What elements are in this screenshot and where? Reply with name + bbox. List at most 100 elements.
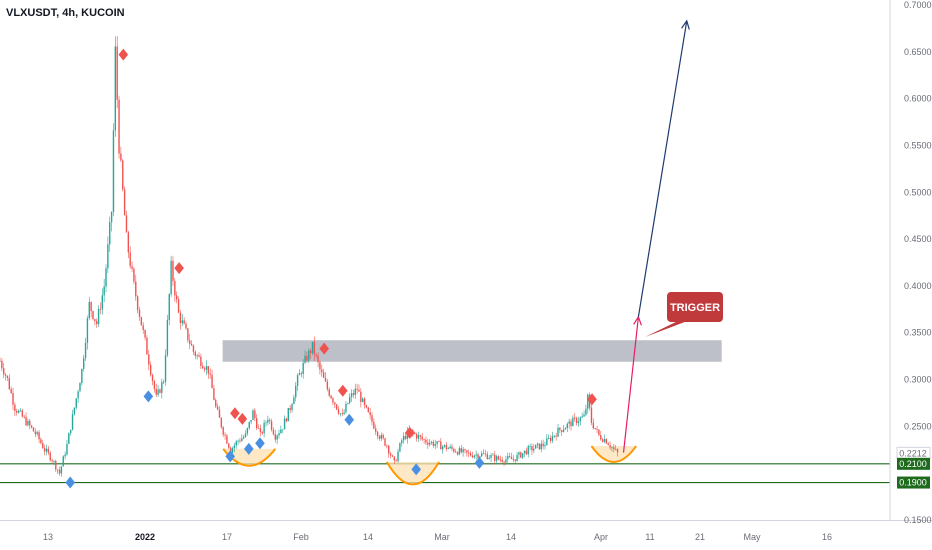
rounded-bottom-layer [222,445,637,486]
candlestick-series [0,36,619,477]
x-tick-label: 2022 [135,532,155,542]
candle-body [179,312,182,323]
candle-body [443,444,446,447]
candle-body [600,435,602,440]
candle-body [510,456,513,460]
y-tick-label: 0.5500 [904,140,932,150]
candle-body [133,268,135,282]
candle-body [198,355,200,357]
candle-body [428,442,431,445]
candle-body [4,374,7,376]
candle-body [328,389,330,396]
trough-marker [474,456,485,469]
candle-body [216,406,219,410]
candle-body [337,409,340,414]
candle-body [129,252,131,267]
peak-marker [230,407,240,420]
x-tick-label: Mar [434,532,450,542]
candle-body [306,355,308,361]
candle-body [512,459,515,460]
candle-body [215,400,217,407]
candle-body [187,328,189,341]
candle-body [30,425,33,428]
candle-body [492,454,494,456]
candle-body [544,445,546,447]
candle-body [6,375,9,378]
y-tick-label: 0.7000 [904,0,932,10]
candle-body [92,311,94,320]
candle-body [438,441,440,443]
candle-body [23,416,25,418]
candle-body [555,435,557,437]
candle-body [466,450,468,453]
candle-body [66,443,68,455]
candle-body [375,428,377,432]
candle-body [192,345,195,352]
candle-body [53,461,55,462]
candle-body [140,317,143,326]
candle-body [415,434,418,439]
candle-body [564,428,567,430]
candle-body [494,454,496,461]
candle-body [8,377,10,390]
candle-body [127,232,130,253]
y-tick-label: 0.2500 [904,421,932,431]
candle-body [73,407,76,415]
candle-body [583,414,585,417]
candle-body [62,456,64,467]
projection-arrows [622,19,690,453]
x-axis-ticks: 13 2022 17 Feb 14 Mar 14 Apr 11 21 May 16 [43,532,832,542]
candle-body [231,448,234,453]
candle-body [534,444,537,449]
y-axis-ticks: 0.7000 0.6500 0.6000 0.5500 0.5000 0.4500 0.40… [896,0,932,525]
candle-body [462,449,464,453]
candle-body [585,408,587,415]
candle-body [105,268,107,287]
candle-body [495,456,498,461]
candle-body [561,430,563,432]
candle-body [79,383,81,392]
candle-body [34,431,37,435]
candle-body [84,342,87,358]
candle-body [611,447,613,449]
candle-body [315,354,317,356]
candle-body [246,428,249,434]
candle-body [194,351,196,356]
candle-body [90,301,92,312]
resistance-zone-layer [222,340,722,362]
candle-body [605,439,608,444]
candle-body [226,435,228,444]
candle-body [125,215,128,233]
candle-body [99,309,102,310]
candle-body [103,286,105,296]
candle-body [360,391,362,402]
candle-body [40,439,42,444]
trough-marker [143,390,154,403]
candle-body [21,410,24,417]
candle-body [456,452,459,455]
candle-body [386,445,388,447]
candle-body [391,455,394,457]
candle-body [540,443,542,450]
candle-body [220,417,223,428]
candle-body [594,428,596,430]
candle-body [144,329,146,338]
candle-body [107,244,109,269]
candle-body [468,452,470,454]
candle-body [123,189,126,216]
candle-body [101,295,103,310]
candle-body [352,393,355,395]
candle-body [518,452,520,455]
candle-body [566,423,568,429]
candle-body [138,309,141,318]
y-tick-label: 0.1900 [899,478,927,488]
candle-body [244,433,247,437]
candle-body [441,446,444,450]
candle-body [270,420,273,430]
candle-body [242,436,245,439]
candle-body [233,445,236,449]
x-tick-label: Feb [293,532,309,542]
candle-body [362,398,364,402]
